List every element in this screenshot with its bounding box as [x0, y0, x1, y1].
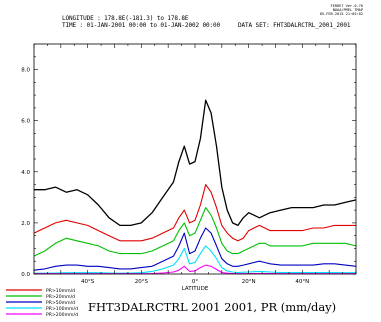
y-tick-label: 0.0 — [21, 272, 30, 278]
header-dataset: DATA SET: FHT3DALRCTRL_2001_2001 — [238, 22, 351, 29]
x-tick-label: 0° — [192, 279, 198, 285]
x-tick-label: 40°S — [81, 279, 95, 285]
series-line-2 — [33, 207, 357, 257]
x-tick-label: 20°N — [242, 279, 256, 285]
header-longitude: LONGITUDE : 178.8E(-181.3) to 178.8E — [62, 15, 189, 22]
legend-label: PR>200mm/d — [46, 312, 78, 318]
x-axis-label: LATITUDE — [182, 286, 209, 292]
ferret-stamp: FERRET Ver.6.76 NOAA/PMEL TMAP 05-FEB-20… — [320, 4, 363, 16]
legend-label: PR>50mm/d — [46, 300, 75, 306]
y-tick-label: 4.0 — [21, 170, 30, 176]
legend-label: PR>100mm/d — [46, 306, 78, 312]
y-tick-label: 6.0 — [21, 119, 30, 125]
stamp-line-2: NOAA/PMEL TMAP — [332, 8, 363, 12]
y-tick-label: 2.0 — [21, 221, 30, 227]
stamp-line-3: 05-FEB-2015 21:05:02 — [319, 12, 363, 16]
stamp-line-1: FERRET Ver.6.76 — [330, 4, 363, 8]
series-lines — [33, 99, 357, 275]
series-line-3 — [33, 227, 357, 271]
legend-label: PR>10mm/d — [46, 288, 75, 294]
legend-label: PR>20mm/d — [46, 294, 75, 300]
header-time: TIME : 01-JAN-2001 00:00 to 01-JAN-2002 … — [62, 22, 221, 29]
legend: PR>10mm/dPR>20mm/dPR>50mm/dPR>100mm/dPR>… — [6, 288, 78, 318]
y-tick-label: 8.0 — [21, 68, 30, 74]
x-tick-label: 40°N — [295, 279, 309, 285]
figure-caption: FHT3DALRCTRL 2001 2001, PR (mm/day) — [88, 300, 337, 314]
axes: 40°S 20°S 0° 20°N 40°N 0.0 2.0 4.0 6.0 8.0 LATITUD… — [21, 43, 357, 292]
x-tick-label: 20°S — [135, 279, 149, 285]
series-line-4 — [34, 245, 356, 274]
series-line-0 — [34, 99, 357, 227]
series-line-1 — [33, 184, 356, 242]
